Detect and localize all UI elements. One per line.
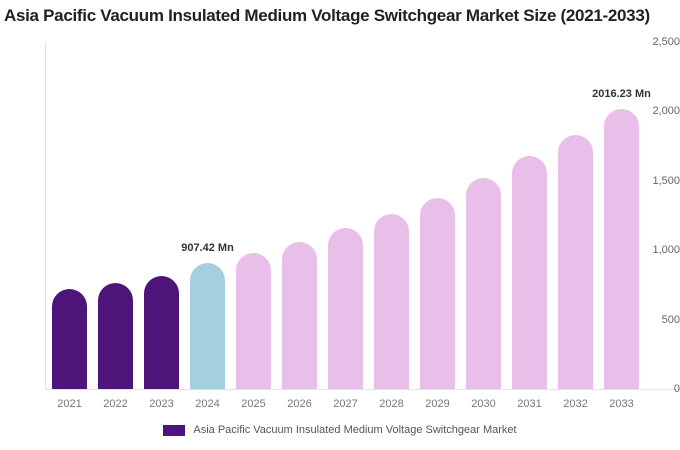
bar-2024[interactable]: [190, 263, 225, 390]
y-tick-label: 2,500: [652, 36, 680, 48]
bar-2025[interactable]: [236, 253, 271, 390]
x-tick-label: 2024: [195, 398, 220, 410]
value-label-2033: 2016.23 Mn: [592, 88, 651, 101]
bar-2030[interactable]: [466, 178, 501, 390]
x-tick-label: 2027: [333, 398, 358, 410]
bar-2021[interactable]: [52, 289, 87, 390]
y-tick-label: 500: [661, 314, 680, 326]
x-tick-label: 2033: [609, 398, 634, 410]
y-tick-label: 0: [673, 383, 680, 395]
y-tick-label: 2,000: [652, 105, 680, 117]
x-tick-label: 2025: [241, 398, 266, 410]
bar-2029[interactable]: [420, 197, 455, 390]
value-label-2024: 907.42 Mn: [181, 242, 234, 255]
x-tick-label: 2031: [517, 398, 542, 410]
bar-2032[interactable]: [558, 135, 593, 390]
x-axis-line: [45, 389, 680, 390]
y-tick-label: 1,000: [652, 244, 680, 256]
y-tick-label: 1,500: [652, 175, 680, 187]
x-tick-label: 2028: [379, 398, 404, 410]
chart-title: Asia Pacific Vacuum Insulated Medium Vol…: [4, 6, 650, 25]
legend-label: Asia Pacific Vacuum Insulated Medium Vol…: [193, 424, 517, 436]
bar-2026[interactable]: [282, 242, 317, 390]
legend-swatch: [163, 424, 186, 436]
x-tick-label: 2032: [563, 398, 588, 410]
x-tick-label: 2029: [425, 398, 450, 410]
bar-2028[interactable]: [374, 213, 409, 390]
bar-2022[interactable]: [98, 283, 133, 390]
x-tick-label: 2030: [471, 398, 496, 410]
x-tick-label: 2023: [149, 398, 174, 410]
bar-2027[interactable]: [328, 228, 363, 390]
y-axis-line: [45, 42, 46, 390]
bar-2031[interactable]: [512, 155, 547, 390]
bar-2023[interactable]: [144, 276, 179, 390]
x-tick-label: 2021: [57, 398, 82, 410]
x-tick-label: 2026: [287, 398, 312, 410]
chart-legend: Asia Pacific Vacuum Insulated Medium Vol…: [0, 424, 680, 436]
x-tick-label: 2022: [103, 398, 128, 410]
bar-2033[interactable]: [604, 109, 639, 390]
